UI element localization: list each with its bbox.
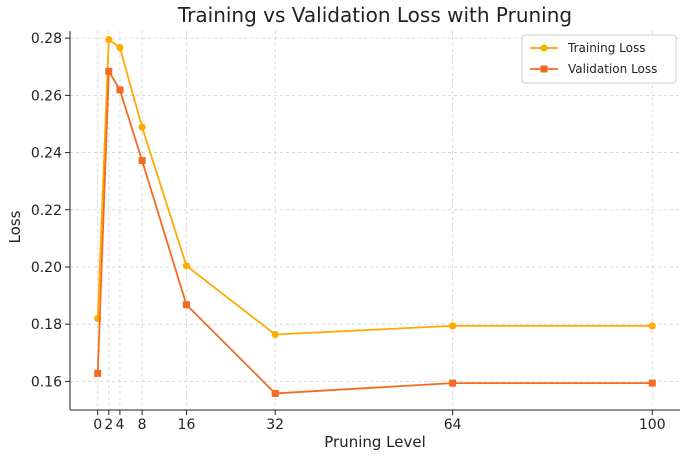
- validation-loss-point: [648, 379, 656, 387]
- validation-loss-point: [94, 369, 102, 377]
- training-loss-point: [116, 43, 124, 52]
- validation-loss-point: [105, 67, 113, 75]
- x-tick-label: 4: [115, 417, 124, 433]
- y-tick-label: 0.16: [31, 374, 62, 390]
- training-loss-point: [271, 330, 279, 339]
- legend-label: Training Loss: [567, 41, 645, 55]
- x-tick-label: 64: [444, 417, 462, 433]
- training-loss-point: [105, 35, 113, 44]
- training-loss-point: [449, 322, 457, 330]
- legend: Training Loss Validation Loss: [521, 34, 677, 84]
- y-tick-label: 0.26: [31, 88, 62, 104]
- series-line-training-loss: [96, 37, 653, 336]
- legend-marker: [540, 44, 548, 52]
- grid-lines: [70, 31, 680, 410]
- validation-loss-point: [449, 379, 457, 387]
- x-axis-label: Pruning Level: [324, 433, 426, 451]
- x-tick-label: 2: [104, 417, 113, 433]
- validation-loss-point: [182, 301, 190, 309]
- series-line-validation-loss: [96, 68, 653, 395]
- validation-loss-point: [271, 389, 279, 397]
- validation-loss-point: [116, 86, 124, 94]
- y-axis-label: Loss: [6, 210, 24, 243]
- chart-title: Training vs Validation Loss with Pruning: [177, 3, 572, 27]
- legend-label: Validation Loss: [568, 62, 657, 76]
- training-loss-point: [138, 123, 146, 131]
- training-loss-point: [648, 322, 656, 330]
- x-tick-label: 0: [93, 417, 102, 433]
- x-tick-label: 8: [138, 417, 147, 433]
- training-loss-point: [182, 262, 191, 270]
- y-tick-label: 0.22: [31, 203, 62, 219]
- y-axis-ticks: 0.16 0.18 0.20 0.22 0.24 0.26 0.28: [31, 31, 70, 390]
- legend-marker: [540, 65, 548, 73]
- series-layer: [94, 35, 656, 397]
- x-axis-ticks: 0 2 4 8 16 32 64 100: [93, 410, 666, 433]
- validation-loss-point: [138, 157, 146, 165]
- x-tick-label: 100: [639, 417, 666, 433]
- x-tick-label: 32: [266, 417, 284, 433]
- y-tick-label: 0.18: [31, 317, 62, 333]
- y-tick-label: 0.20: [31, 260, 62, 276]
- x-tick-label: 16: [178, 417, 196, 433]
- y-tick-label: 0.28: [31, 31, 62, 47]
- legend-box: [521, 34, 677, 84]
- y-tick-label: 0.24: [31, 146, 62, 162]
